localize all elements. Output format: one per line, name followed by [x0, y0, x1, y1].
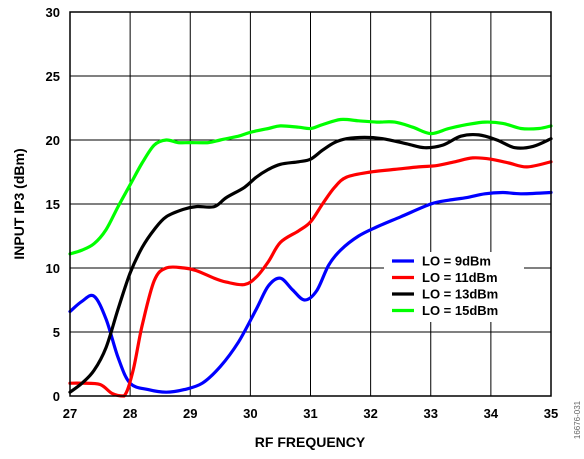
y-tick-label: 25 [46, 69, 60, 84]
x-tick-label: 35 [544, 406, 558, 421]
legend-label: LO = 15dBm [422, 303, 498, 318]
x-tick-label: 27 [63, 406, 77, 421]
x-tick-label: 32 [363, 406, 377, 421]
legend-label: LO = 11dBm [422, 270, 498, 285]
plot-area-frame [69, 11, 552, 397]
x-tick-label: 29 [183, 406, 197, 421]
figure-id: 16676-031 [573, 400, 582, 439]
y-tick-labels: 0 5 10 15 20 25 30 [46, 5, 60, 404]
series-line-2 [68, 132, 553, 394]
y-tick-label: 20 [46, 133, 60, 148]
y-tick-label: 5 [53, 325, 60, 340]
grid [70, 12, 551, 396]
x-tick-label: 34 [484, 406, 499, 421]
series-line-3 [68, 117, 553, 256]
legend-label: LO = 9dBm [422, 254, 491, 269]
legend-label: LO = 13dBm [422, 287, 498, 302]
y-axis-title: INPUT IP3 (dBm) [11, 148, 27, 259]
y-tick-label: 10 [46, 261, 60, 276]
x-tick-label: 28 [123, 406, 137, 421]
x-tick-label: 31 [303, 406, 317, 421]
series-group [68, 117, 553, 398]
x-axis-title: RF FREQUENCY [255, 434, 366, 450]
series-line-1 [68, 156, 553, 398]
y-tick-label: 0 [53, 389, 60, 404]
x-tick-label: 33 [424, 406, 438, 421]
y-tick-label: 15 [46, 197, 60, 212]
x-tick-labels: 27 28 29 30 31 32 33 34 35 [63, 406, 558, 421]
x-tick-label: 30 [243, 406, 257, 421]
y-tick-label: 30 [46, 5, 60, 20]
